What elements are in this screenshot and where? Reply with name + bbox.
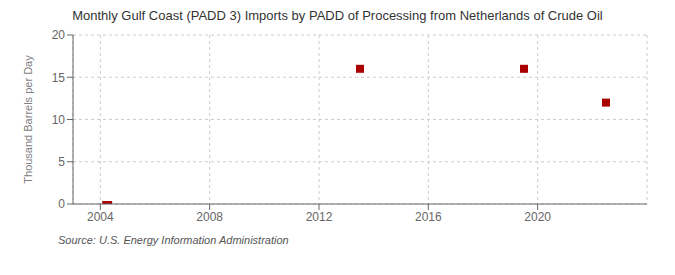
svg-text:2008: 2008 [196, 210, 223, 224]
svg-text:Thousand Barrels per Day: Thousand Barrels per Day [22, 55, 34, 184]
svg-text:5: 5 [58, 155, 65, 169]
svg-text:2004: 2004 [87, 210, 114, 224]
svg-text:2012: 2012 [306, 210, 333, 224]
svg-text:0: 0 [58, 197, 65, 211]
html-text:Source: U.S. Energy Informatio: Source: U.S. Energy Information Administ… [58, 234, 289, 246]
svg-text:2016: 2016 [415, 210, 442, 224]
svg-text:2020: 2020 [524, 210, 551, 224]
svg-text:10: 10 [52, 113, 66, 127]
svg-text:20: 20 [52, 28, 66, 42]
svg-text:15: 15 [52, 71, 66, 85]
html-text:Monthly Gulf Coast (PADD 3) Im: Monthly Gulf Coast (PADD 3) Imports by P… [72, 8, 603, 23]
